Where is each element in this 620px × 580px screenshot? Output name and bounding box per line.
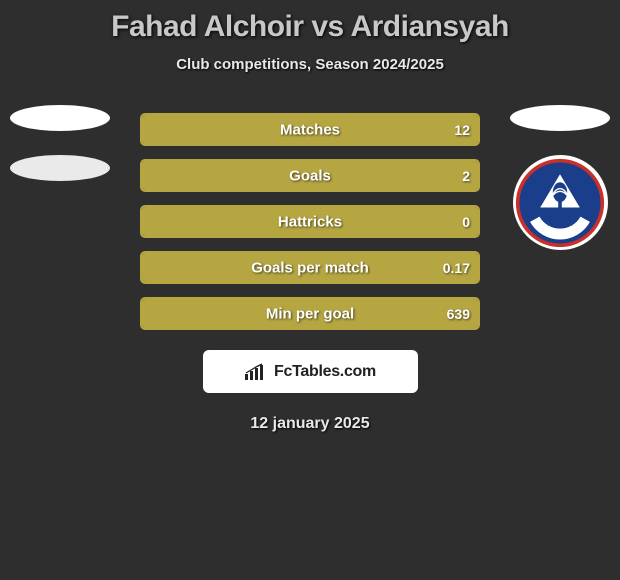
stat-bar-label: Matches: [140, 121, 480, 138]
left-logo-placeholder-2: [10, 155, 110, 181]
stat-bar-value-right: 0.17: [443, 260, 470, 276]
brand-box[interactable]: FcTables.com: [203, 350, 418, 393]
stat-bar-label: Goals per match: [140, 259, 480, 276]
stat-bar: Min per goal639: [140, 297, 480, 330]
stat-bar-value-right: 2: [462, 168, 470, 184]
stat-bar-label: Hattricks: [140, 213, 480, 230]
stat-bar: Hattricks0: [140, 205, 480, 238]
stat-bar: Matches12: [140, 113, 480, 146]
stat-bars-list: Matches12 Goals2 Hattricks0 Goals per match…: [140, 113, 480, 330]
stats-area: P.S.I.S. Matches12 Goals2 Hattricks0 Goals …: [0, 113, 620, 433]
comparison-subtitle: Club competitions, Season 2024/2025: [0, 56, 620, 73]
comparison-date: 12 january 2025: [0, 415, 620, 433]
psis-club-logo: P.S.I.S.: [513, 155, 608, 250]
left-logo-placeholder-1: [10, 105, 110, 131]
right-logo-placeholder-1: [510, 105, 610, 131]
stat-bar: Goals per match0.17: [140, 251, 480, 284]
svg-text:P.S.I.S.: P.S.I.S.: [547, 218, 573, 227]
stat-bar-label: Min per goal: [140, 305, 480, 322]
stat-bar: Goals2: [140, 159, 480, 192]
stat-bar-value-right: 639: [447, 306, 470, 322]
brand-chart-icon: [244, 363, 268, 381]
stat-bar-label: Goals: [140, 167, 480, 184]
brand-label: FcTables.com: [274, 363, 376, 381]
comparison-title: Fahad Alchoir vs Ardiansyah: [0, 10, 620, 44]
player-left-logos: [10, 105, 110, 181]
stat-bar-value-right: 0: [462, 214, 470, 230]
stat-bar-value-right: 12: [454, 122, 470, 138]
player-right-logos: P.S.I.S.: [510, 105, 610, 250]
